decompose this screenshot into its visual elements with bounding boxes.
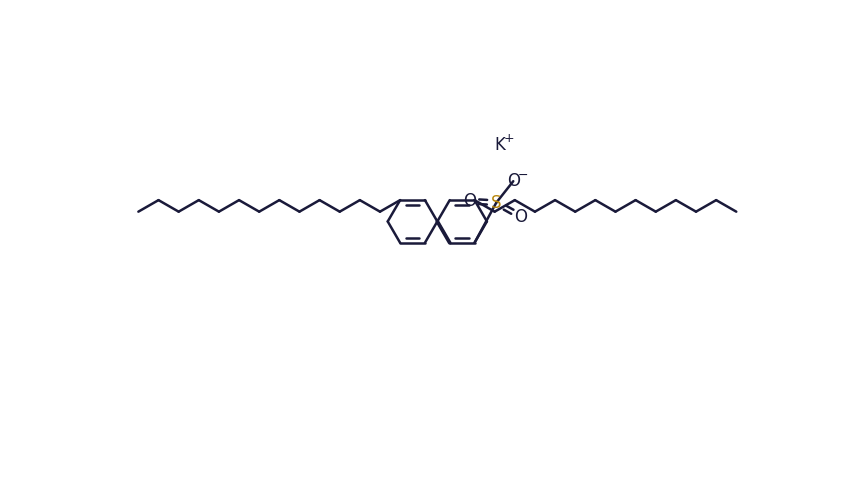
- Text: K: K: [494, 136, 505, 154]
- Text: −: −: [517, 168, 528, 182]
- Text: S: S: [490, 194, 500, 212]
- Text: O: O: [514, 208, 527, 226]
- Text: O: O: [506, 172, 519, 190]
- Text: O: O: [463, 192, 476, 210]
- Text: +: +: [503, 132, 513, 145]
